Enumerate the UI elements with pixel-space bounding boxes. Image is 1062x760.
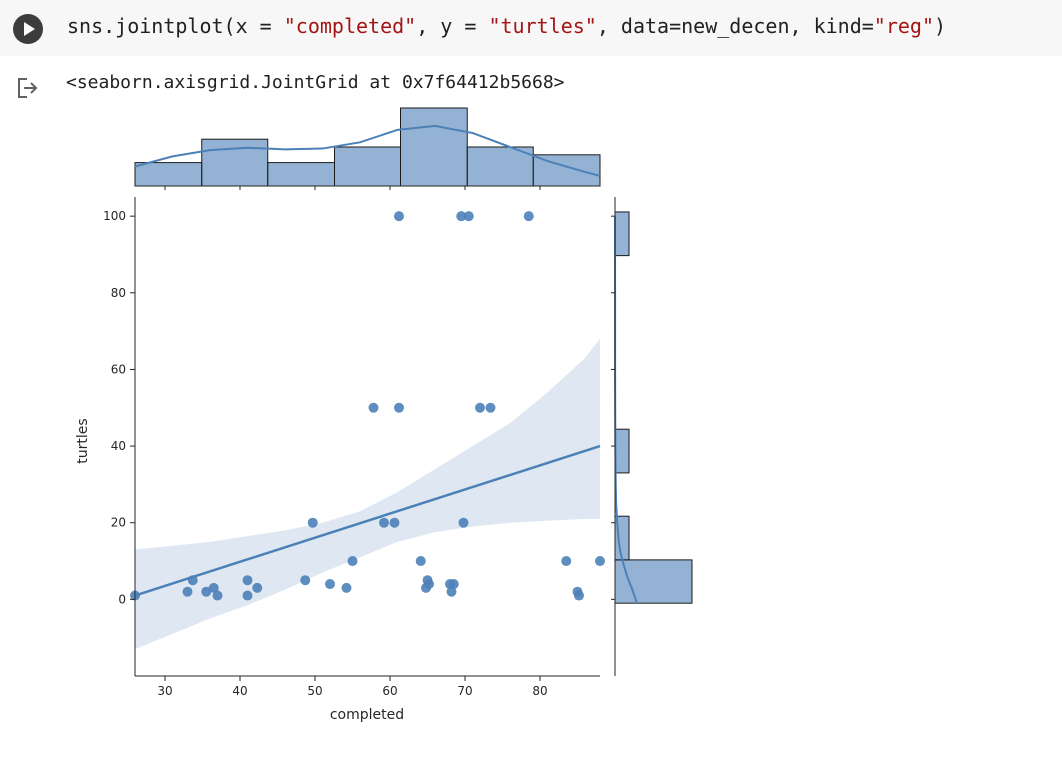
scatter-point (379, 517, 389, 528)
x-hist-bar (201, 138, 269, 187)
scatter-point (182, 586, 193, 597)
run-cell-button[interactable] (13, 14, 43, 44)
code-string-token: "reg" (873, 14, 934, 38)
y-tick-label: 80 (111, 286, 126, 300)
scatter-point (347, 556, 358, 567)
x-hist-bar (134, 162, 203, 187)
confidence-band (135, 338, 600, 650)
y-axis-label: turtles (75, 418, 91, 463)
scatter-point (252, 582, 263, 593)
scatter-point (485, 402, 496, 413)
y-tick-label: 0 (118, 592, 126, 606)
scatter-point (475, 402, 485, 413)
scatter-point (300, 575, 311, 586)
scatter-point (341, 582, 352, 593)
regression-line (134, 444, 601, 597)
confidence-band-layer (135, 338, 600, 650)
play-icon (24, 22, 35, 36)
x-marginal-histogram (134, 107, 601, 190)
scatter-point (574, 590, 584, 601)
scatter-point (368, 402, 379, 413)
scatter-point (242, 575, 253, 586)
scatter-point (523, 211, 534, 222)
x-kde-curve (134, 124, 601, 177)
axes-layer: 30 40 50 60 70 80 0 20 40 60 80 100 (103, 197, 600, 698)
y-marginal-histogram (611, 197, 693, 676)
scatter-point (242, 590, 253, 601)
scatter-point (424, 579, 434, 590)
y-tick-label: 100 (103, 209, 126, 223)
output-arrow-icon (18, 78, 38, 98)
x-hist-bar (400, 107, 468, 187)
code-token: , data=new_decen, kind= (596, 14, 874, 38)
x-tick-label: 80 (532, 684, 547, 698)
scatter-point (394, 402, 404, 413)
code-string-token: "turtles" (488, 14, 597, 38)
scatter-point (458, 517, 469, 528)
x-axis-label: completed (330, 707, 404, 723)
y-tick-label: 20 (111, 516, 126, 530)
scatter-point (212, 590, 223, 601)
x-tick-label: 30 (157, 684, 172, 698)
x-hist-bar (334, 146, 401, 187)
x-tick-label: 40 (232, 684, 247, 698)
code-string-token: "completed" (283, 14, 417, 38)
y-hist-bar (614, 211, 630, 257)
scatter-point (325, 579, 335, 590)
y-tick-label: 40 (111, 439, 126, 453)
scatter-point (448, 579, 459, 590)
scatter-point (394, 211, 404, 222)
cell-output-text: <seaborn.axisgrid.JointGrid at 0x7f64412… (66, 72, 565, 93)
scatter-point (415, 556, 426, 567)
y-hist-bar (614, 559, 693, 604)
scatter-point (307, 517, 318, 528)
scatter-point (446, 586, 457, 597)
scatter-point (561, 556, 572, 567)
code-token: ) (934, 14, 947, 38)
regression-line-layer (134, 444, 601, 597)
code-token: sns.jointplot(x = (67, 14, 284, 38)
y-tick-label: 60 (111, 362, 126, 376)
scatter-point (208, 582, 219, 593)
code-cell[interactable]: sns.jointplot(x = "completed", y = "turt… (0, 0, 1062, 56)
x-hist-bar (267, 162, 335, 187)
scatter-point (463, 211, 474, 222)
code-token: , y = (416, 14, 489, 38)
scatter-point (595, 556, 605, 567)
scatter-point (201, 586, 212, 597)
scatter-point (456, 211, 467, 222)
code-editor-line[interactable]: sns.jointplot(x = "completed", y = "turt… (67, 11, 946, 41)
scatter-point (389, 517, 400, 528)
y-hist-bar (614, 428, 630, 474)
x-tick-label: 60 (382, 684, 397, 698)
scatter-point (187, 575, 198, 586)
x-tick-label: 70 (457, 684, 472, 698)
scatter-points-layer (130, 211, 605, 601)
x-tick-label: 50 (307, 684, 322, 698)
